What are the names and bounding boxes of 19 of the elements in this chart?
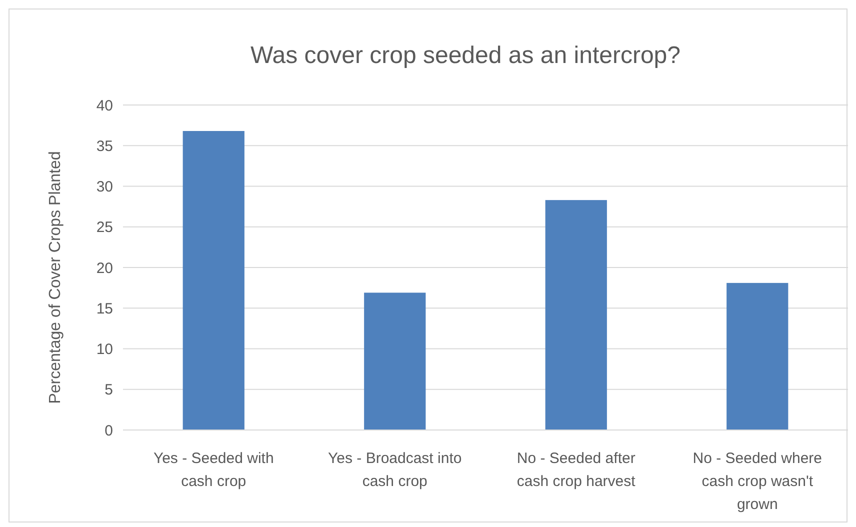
y-axis-title: Percentage of Cover Crops Planted [47,151,64,404]
y-tick-label: 20 [96,260,113,277]
x-tick-label: Yes - Broadcast into cash crop [328,450,462,490]
bar [182,131,244,430]
y-tick-label: 40 [96,97,113,114]
bar [545,200,607,430]
y-tick-label: 5 [104,382,113,399]
y-tick-label: 25 [96,219,113,236]
x-tick-label: Yes - Seeded with cash crop [153,450,274,490]
y-tick-label: 0 [104,422,113,440]
y-tick-label: 15 [96,300,113,318]
bar [726,282,788,430]
x-tick-label: No - Seeded where cash crop wasn't grown [692,450,822,513]
y-tick-label: 10 [96,341,113,358]
chart-title: Was cover crop seeded as an intercrop? [250,42,680,69]
x-tick-label: No - Seeded after cash crop harvest [516,450,636,490]
bar [364,292,426,430]
y-tick-label: 30 [96,178,113,196]
y-tick-label: 35 [96,138,113,155]
